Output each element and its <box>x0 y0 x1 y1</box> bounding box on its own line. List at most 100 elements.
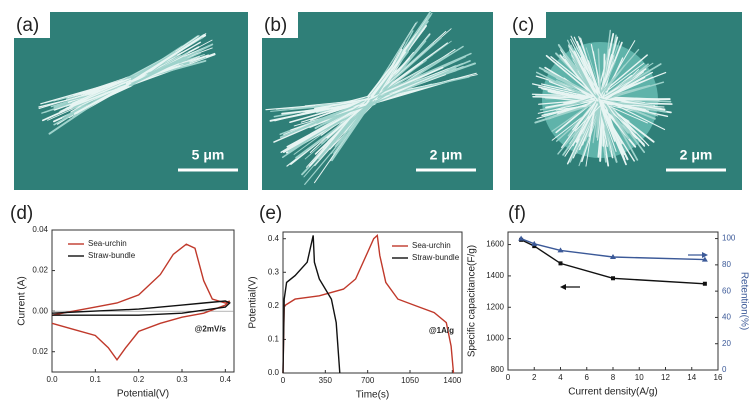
crystal <box>367 33 418 98</box>
crystal <box>597 99 605 158</box>
y2-tick-label: 80 <box>722 260 731 269</box>
plot-frame <box>51 229 235 373</box>
y-tick-label: 1200 <box>486 302 504 311</box>
crystal <box>595 48 640 99</box>
legend-label: Sea-urchin <box>412 241 451 250</box>
y-tick-label: 0.00 <box>32 306 48 315</box>
y2-axis-label: Retention(%) <box>738 272 749 330</box>
y-tick-label: 0.02 <box>32 266 48 275</box>
x-axis-label: Current density(A/g) <box>568 387 657 398</box>
x-tick-label: 0.4 <box>220 375 232 384</box>
crystal <box>576 40 604 101</box>
crystal <box>314 97 374 110</box>
crystal <box>128 43 214 87</box>
y-tick-label: 1400 <box>486 271 504 280</box>
crystal <box>71 78 129 104</box>
panel-label: (c) <box>512 15 534 36</box>
crystal <box>597 98 603 141</box>
y2-tick-label: 100 <box>722 234 736 243</box>
crystal <box>370 66 444 100</box>
y2-tick-label: 40 <box>722 313 731 322</box>
crystal <box>75 79 132 104</box>
crystal <box>600 63 662 101</box>
marker <box>518 235 525 241</box>
y-tick-label: 800 <box>491 365 505 374</box>
y-axis-label: Potential(V) <box>248 276 259 328</box>
y2-tick-label: 60 <box>722 286 731 295</box>
plot-frame <box>282 231 463 374</box>
crystal <box>329 103 375 150</box>
annotation: @1A/g <box>429 326 454 335</box>
crystal <box>574 101 605 132</box>
y-tick-label: 0.4 <box>268 234 280 243</box>
crystal <box>575 102 599 143</box>
marker <box>610 253 616 259</box>
crystal <box>551 99 598 132</box>
x-tick-label: 700 <box>361 376 375 385</box>
x-tick-label: 0 <box>281 376 286 385</box>
marker <box>531 240 538 246</box>
crystal <box>572 100 597 131</box>
y-tick-label: 0.1 <box>268 335 280 344</box>
crystal <box>597 101 637 148</box>
annotation: @2mV/s <box>195 325 227 334</box>
crystal <box>537 98 605 114</box>
y-tick-label: 0.02 <box>32 347 48 356</box>
y-tick-label: 0.2 <box>268 301 280 310</box>
crystal <box>580 37 602 104</box>
x-tick-label: 1050 <box>401 376 419 385</box>
y2-tick-label: 20 <box>722 339 731 348</box>
series-line <box>282 235 341 374</box>
crystal <box>368 50 409 104</box>
x-tick-label: 16 <box>714 373 723 382</box>
crystal <box>369 59 427 103</box>
x-tick-label: 0.2 <box>133 375 145 384</box>
crystal <box>316 103 375 123</box>
panel-label: (b) <box>264 15 287 36</box>
crystal <box>333 99 373 144</box>
y2-tick-label: 0 <box>722 365 727 374</box>
x-tick-label: 350 <box>319 376 333 385</box>
panel-label: (f) <box>508 203 526 224</box>
legend-label: Straw-bundle <box>412 253 460 262</box>
crystal <box>131 56 185 85</box>
axis-arrow-head <box>702 252 708 258</box>
marker <box>611 276 615 281</box>
x-tick-label: 4 <box>558 373 563 382</box>
x-tick-label: 12 <box>661 373 670 382</box>
crystal <box>74 82 130 115</box>
marker <box>701 256 708 262</box>
label-box <box>510 12 546 38</box>
marker <box>558 261 563 266</box>
panel-label: (e) <box>259 203 282 224</box>
label-box <box>14 12 50 38</box>
crystal <box>601 98 630 140</box>
x-tick-label: 6 <box>585 373 590 382</box>
marker <box>532 244 537 249</box>
series-line <box>51 243 231 361</box>
x-tick-label: 0.3 <box>176 375 188 384</box>
x-tick-label: 1400 <box>443 376 461 385</box>
marker <box>557 247 564 253</box>
micrographs <box>14 11 742 190</box>
x-axis-label: Potential(V) <box>117 389 169 400</box>
y-tick-label: 0.0 <box>268 368 280 377</box>
crystal <box>373 67 457 104</box>
y-tick-label: 1600 <box>486 240 504 249</box>
crystal <box>330 98 375 162</box>
crystal <box>370 51 407 99</box>
x-axis-label: Time(s) <box>356 390 390 401</box>
scale-label: 5 μm <box>192 147 225 163</box>
x-tick-label: 14 <box>687 373 696 382</box>
crystal <box>73 77 126 96</box>
crystal <box>597 48 602 98</box>
x-tick-label: 2 <box>532 373 537 382</box>
marker <box>702 281 707 286</box>
crystal <box>304 99 376 185</box>
legend-label: Straw-bundle <box>88 251 136 260</box>
y-axis-label: Specific capacitance(F/g) <box>467 245 478 357</box>
crystal <box>600 81 665 102</box>
crystal <box>601 62 654 97</box>
series-line <box>51 300 231 316</box>
y-axis-label: Current (A) <box>17 276 28 325</box>
